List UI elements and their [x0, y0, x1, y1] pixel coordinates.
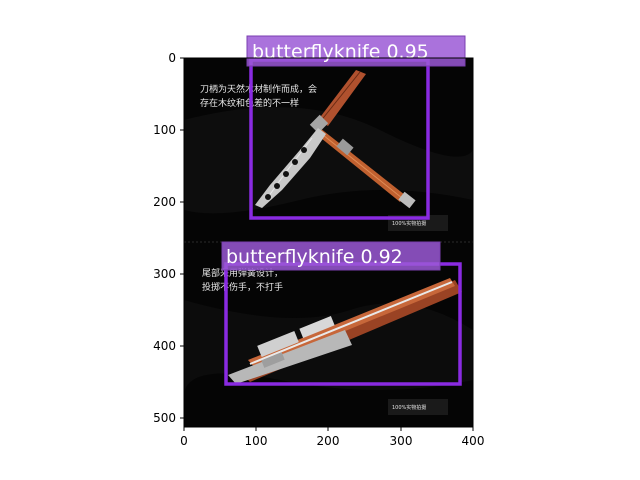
x-tick-label: 200	[317, 434, 340, 448]
detection-label-background	[246, 35, 466, 67]
knife-blade	[228, 330, 352, 384]
x-tick-label: 300	[390, 434, 413, 448]
detection-label-background	[221, 241, 441, 271]
detection-label: butterflyknife 0.95	[252, 41, 429, 63]
knife-pivot	[336, 138, 354, 156]
y-tick-label: 300	[153, 267, 176, 281]
butterfly-knife-bottom	[228, 278, 462, 384]
background-fold	[184, 107, 473, 214]
y-tick-label: 400	[153, 339, 176, 353]
y-tick-label: 500	[153, 411, 176, 425]
y-tick-label: 0	[168, 51, 176, 65]
watermark-badge	[388, 399, 448, 415]
y-tick-label: 100	[153, 123, 176, 137]
x-tick-label: 400	[462, 434, 485, 448]
x-axis: 0 100 200 300 400	[180, 427, 484, 448]
watermark-text: 100%实物拍摄	[392, 220, 426, 227]
photo-caption: 投掷不伤手，不打手	[202, 281, 283, 293]
butterfly-knife-top	[255, 70, 416, 209]
knife-pivot	[257, 330, 299, 358]
knife-blade	[255, 128, 326, 208]
y-axis: 0 100 200 300 400 500	[153, 51, 184, 425]
x-tick-label: 0	[180, 434, 188, 448]
photo-caption: 刀柄为天然木材制作而成，会	[200, 83, 317, 95]
knife-handle	[318, 70, 366, 126]
x-tick-label: 100	[245, 434, 268, 448]
watermark-text: 100%实物拍摄	[392, 404, 426, 411]
detection-label: butterflyknife 0.92	[226, 246, 403, 268]
y-tick-label: 200	[153, 195, 176, 209]
